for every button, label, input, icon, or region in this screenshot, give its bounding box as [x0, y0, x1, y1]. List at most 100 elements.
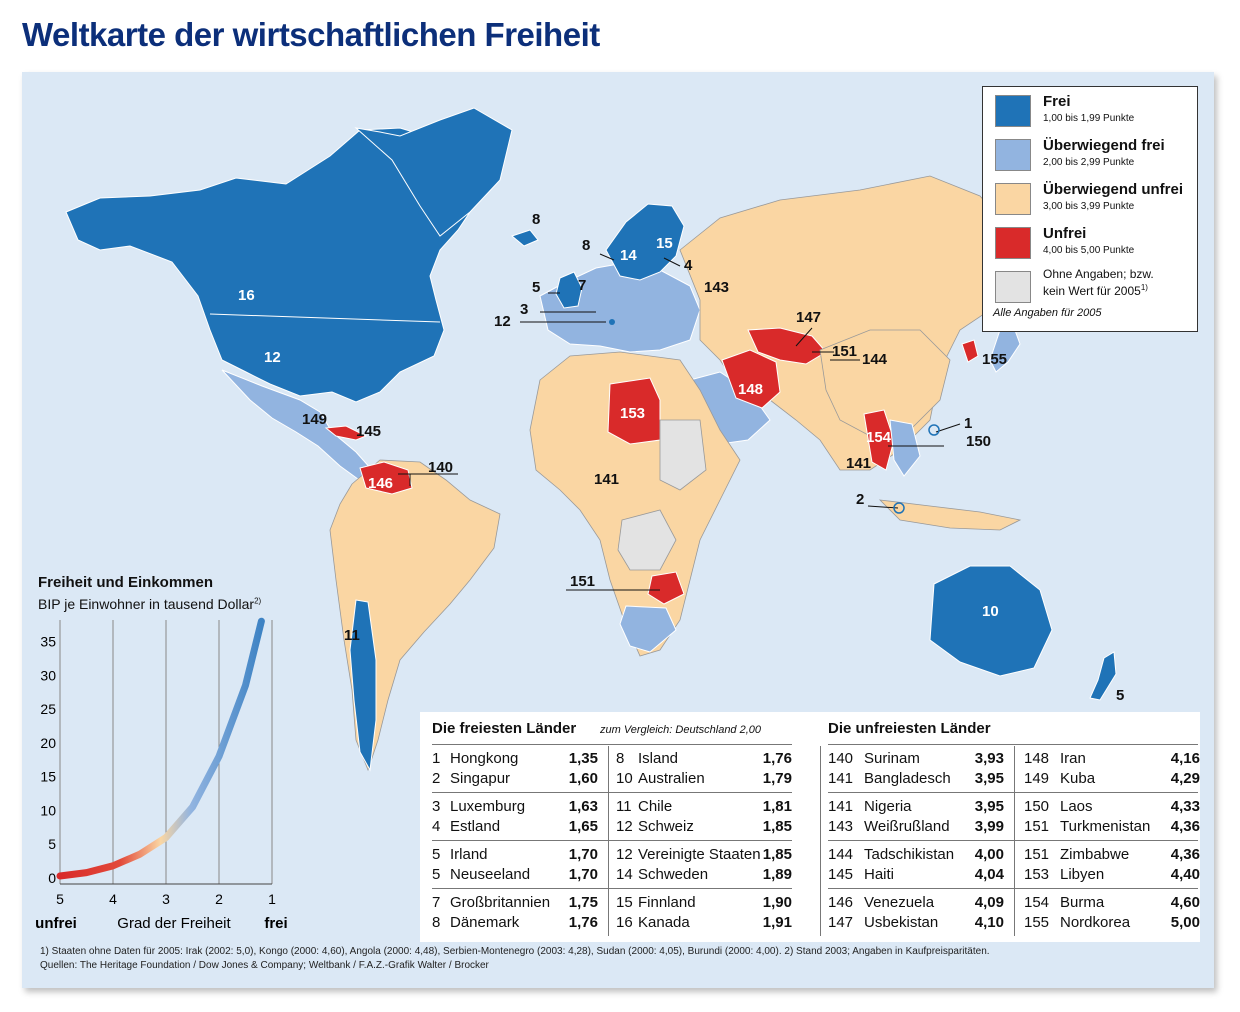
y-tick-label: 35 [40, 634, 56, 650]
row-rank: 15 [616, 894, 633, 911]
row-country: Laos [1060, 798, 1093, 815]
legend-range: 1,00 bis 1,99 Punkte [1043, 113, 1135, 124]
table-divider [432, 792, 792, 793]
legend-no-data-line2: kein Wert für 20051) [1043, 283, 1148, 298]
row-score: 1,76 [762, 750, 792, 767]
map-label: 5 [532, 279, 540, 296]
row-country: Surinam [864, 750, 920, 767]
land-north-korea [961, 339, 979, 363]
land-britain [555, 271, 583, 309]
row-country: Nordkorea [1060, 914, 1131, 931]
legend-swatch [995, 271, 1031, 303]
map-label: 3 [520, 301, 528, 318]
map-label: 150 [966, 433, 991, 450]
legend-item-ohne-angaben: Ohne Angaben; bzw. kein Wert für 20051) [991, 267, 1191, 307]
table-divider [828, 744, 1198, 745]
row-rank: 146 [828, 894, 854, 911]
land-cuba [324, 425, 368, 441]
row-score: 1,63 [568, 798, 598, 815]
land-china [819, 329, 951, 437]
row-score: 4,40 [1170, 866, 1200, 883]
table-row: 7 Großbritannien 1,75 [432, 894, 598, 914]
row-score: 4,36 [1170, 818, 1200, 835]
table-divider [432, 888, 792, 889]
y-tick-label: 25 [40, 701, 56, 717]
map-label: 147 [796, 309, 821, 326]
row-rank: 144 [828, 846, 854, 863]
land-chile [349, 599, 377, 772]
y-tick-label: 0 [48, 870, 56, 886]
map-label: 146 [368, 475, 393, 492]
y-tick-label: 20 [40, 735, 56, 751]
row-rank: 5 [432, 866, 441, 883]
table-row: 140 Surinam 3,93 [828, 750, 1004, 770]
map-label: 16 [238, 287, 255, 304]
map-label: 2 [856, 491, 864, 508]
row-rank: 141 [828, 770, 854, 787]
legend-title: Überwiegend unfrei [1043, 181, 1184, 198]
table-row: 147 Usbekistan 4,10 [828, 914, 1004, 934]
legend-swatch [995, 227, 1031, 259]
row-score: 1,85 [762, 818, 792, 835]
row-rank: 140 [828, 750, 854, 767]
map-legend: Frei 1,00 bis 1,99 Punkte Überwiegend fr… [982, 86, 1198, 332]
map-label: 12 [494, 313, 511, 330]
row-rank: 153 [1024, 866, 1050, 883]
legend-swatch [995, 183, 1031, 215]
x-tick-label: 3 [162, 891, 170, 907]
map-label: 151 [570, 573, 595, 590]
row-rank: 143 [828, 818, 854, 835]
table-row: 146 Venezuela 4,09 [828, 894, 1004, 914]
land-zimbabwe [647, 571, 685, 605]
row-country: Nigeria [864, 798, 912, 815]
map-label: 155 [982, 351, 1007, 368]
row-country: Weißrußland [864, 818, 950, 835]
row-country: Estland [450, 818, 501, 835]
table-row: 8 Island 1,76 [616, 750, 792, 770]
map-label: 15 [656, 235, 673, 252]
table-row: 150 Laos 4,33 [1024, 798, 1200, 818]
row-rank: 2 [432, 770, 441, 787]
row-score: 4,10 [974, 914, 1004, 931]
table-row: 10 Australien 1,79 [616, 770, 792, 790]
legend-range: 3,00 bis 3,99 Punkte [1043, 201, 1135, 212]
table-row: 12 Vereinigte Staaten 1,85 [616, 846, 792, 866]
row-country: Zimbabwe [1060, 846, 1130, 863]
page-title: Weltkarte der wirtschaftlichen Freiheit [22, 16, 600, 53]
table-row: 14 Schweden 1,89 [616, 866, 792, 886]
map-label: 4 [684, 257, 693, 274]
row-score: 1,70 [568, 846, 598, 863]
row-score: 1,91 [762, 914, 792, 931]
map-label: 12 [264, 349, 281, 366]
row-rank: 5 [432, 846, 441, 863]
row-country: Haiti [864, 866, 895, 883]
table-divider [828, 792, 1198, 793]
row-rank: 147 [828, 914, 854, 931]
row-country: Neuseeland [450, 866, 531, 883]
map-label: 154 [866, 429, 892, 446]
row-country: Chile [638, 798, 673, 815]
compare-note: zum Vergleich: Deutschland 2,00 [600, 724, 762, 736]
table-divider [432, 744, 792, 745]
row-score: 1,60 [568, 770, 598, 787]
row-score: 5,00 [1170, 914, 1200, 931]
row-score: 1,79 [762, 770, 792, 787]
land-venezuela [359, 461, 413, 495]
row-country: Großbritannien [450, 894, 551, 911]
row-country: Vereinigte Staaten [638, 846, 761, 863]
x-tick-label: 1 [268, 891, 276, 907]
ranking-tables: Die freiesten Länder zum Vergleich: Deut… [420, 712, 1200, 942]
legend-swatch [995, 95, 1031, 127]
land-scandinavia [605, 203, 685, 281]
row-country: Irland [450, 846, 488, 863]
map-label: 141 [594, 471, 619, 488]
legend-item-ueberwiegend-unfrei: Überwiegend unfrei 3,00 bis 3,99 Punkte [991, 179, 1191, 219]
row-score: 4,29 [1170, 770, 1200, 787]
footnote-1: 1) Staaten ohne Daten für 2005: Irak (20… [40, 946, 990, 957]
land-iran [721, 349, 781, 409]
legend-item-frei: Frei 1,00 bis 1,99 Punkte [991, 91, 1191, 131]
map-label: 7 [578, 277, 586, 294]
row-score: 4,33 [1170, 798, 1200, 815]
legend-title: Frei [1043, 93, 1071, 110]
legend-item-ueberwiegend-frei: Überwiegend frei 2,00 bis 2,99 Punkte [991, 135, 1191, 175]
